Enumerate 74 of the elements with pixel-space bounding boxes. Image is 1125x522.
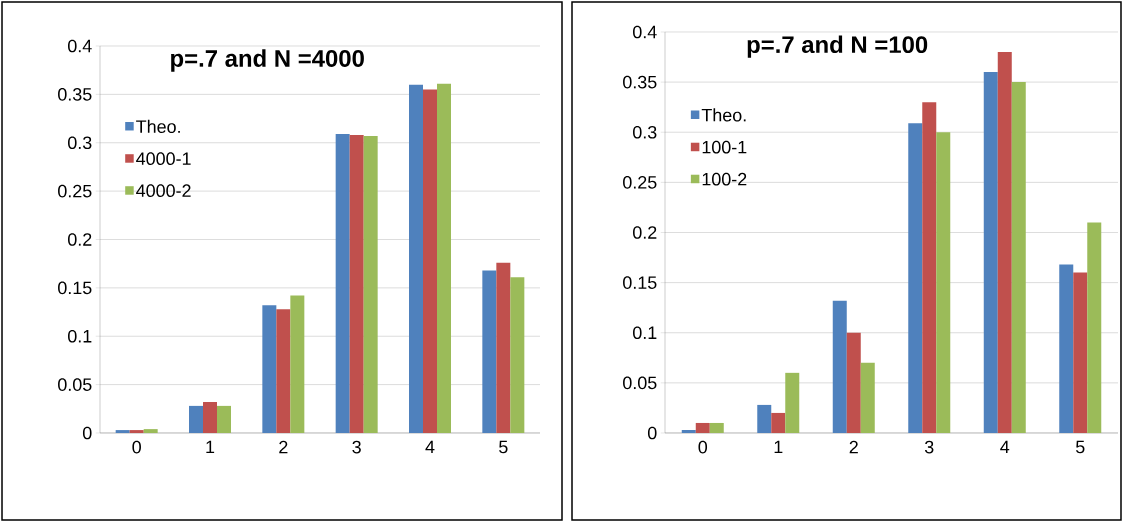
bar [922,102,937,433]
bar [203,402,218,433]
bar [276,309,291,433]
x-tick-label: 5 [1075,440,1085,454]
chart-title: p=.7 and N =100 [747,35,928,58]
y-tick-label: 0.35 [58,88,92,101]
y-tick-label: 0 [82,426,92,440]
y-tick-label: 0.2 [633,226,657,239]
bar [290,295,305,433]
bar [262,305,277,433]
y-tick-label: 0.05 [623,376,657,390]
bar [757,404,772,433]
y-tick-label: 0.15 [623,276,657,289]
bar [496,262,511,433]
bar [335,134,350,433]
bar [1011,82,1026,433]
bar [1087,222,1102,433]
x-tick-label: 1 [206,440,215,454]
x-tick-label: 3 [924,440,934,454]
bar [983,72,998,433]
bar [349,135,364,433]
y-tick-label: 0.25 [623,176,657,189]
legend-label: 100-1 [702,140,747,154]
bar [129,430,144,433]
bar [363,135,378,433]
legend-label: 100-2 [702,172,747,186]
x-tick-label: 4 [1000,440,1010,454]
legend-label: 4000-2 [136,184,191,197]
y-tick-label: 0.1 [633,326,657,340]
bar [785,372,800,433]
y-tick-label: 0.05 [58,378,92,391]
bar [832,300,847,433]
y-tick-label: 0.1 [68,329,92,343]
bar [115,430,130,433]
bar [771,412,786,433]
bar [217,405,232,433]
bar [1073,272,1088,433]
y-tick-label: 0.15 [58,281,92,295]
bar [1059,264,1074,433]
bar [482,270,497,433]
bar [860,362,875,433]
bar [409,84,423,433]
bar [997,52,1012,433]
bar [709,422,724,433]
legend-label: Theo. [701,108,746,122]
bar [936,132,951,433]
y-tick-label: 0.4 [68,39,92,53]
bar [437,83,451,433]
legend-label: 4000-1 [136,152,191,165]
x-tick-label: 3 [352,440,361,454]
bar [908,123,923,433]
chart-title: p=.7 and N =4000 [171,49,364,72]
x-tick-label: 1 [774,440,783,454]
bar [846,332,861,433]
bar [695,422,710,433]
y-tick-label: 0.3 [68,136,92,150]
y-tick-label: 0.4 [633,25,657,39]
y-tick-label: 0.3 [633,125,657,139]
x-tick-label: 2 [279,440,288,454]
x-tick-label: 2 [849,440,858,454]
y-tick-label: 0.35 [623,75,657,89]
x-tick-label: 5 [499,440,508,454]
x-tick-label: 4 [425,440,435,454]
bar [681,429,696,433]
y-tick-label: 0.25 [58,184,92,198]
bar [143,429,158,433]
y-tick-label: 0 [647,426,657,440]
legend-label: Theo. [136,119,180,133]
bar [423,89,437,433]
bar [189,405,204,433]
y-tick-label: 0.2 [68,233,92,246]
x-tick-label: 0 [132,440,141,454]
x-tick-label: 0 [698,440,708,454]
bar [510,277,525,433]
